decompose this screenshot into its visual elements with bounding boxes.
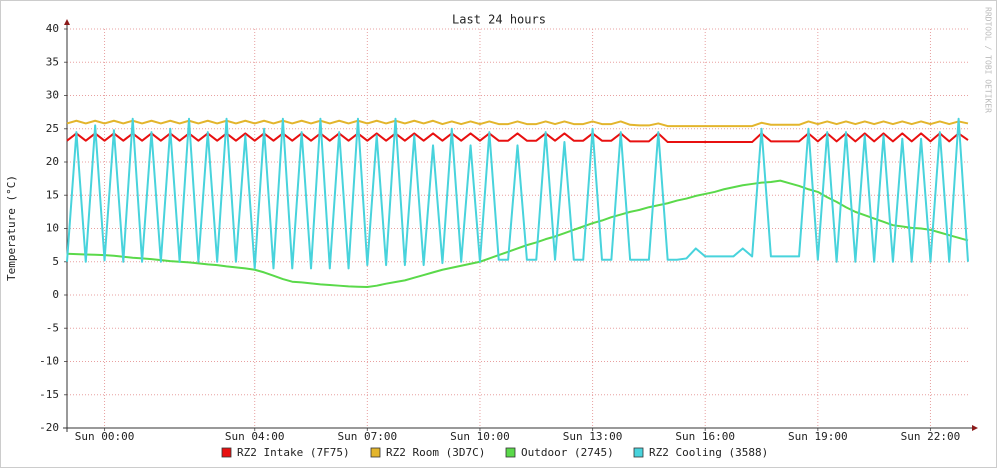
x-tick-label: Sun 16:00 bbox=[675, 430, 735, 443]
chart-title: Last 24 hours bbox=[452, 13, 546, 27]
y-tick-label: 20 bbox=[46, 155, 59, 168]
series-line bbox=[66, 119, 969, 128]
x-tick-label: Sun 19:00 bbox=[788, 430, 848, 443]
legend-swatch bbox=[221, 447, 232, 458]
y-tick-label: 15 bbox=[46, 188, 59, 201]
y-tick-label: 25 bbox=[46, 122, 59, 135]
x-tick-label: Sun 07:00 bbox=[338, 430, 398, 443]
y-tick-label: -20 bbox=[39, 421, 59, 434]
y-tick-label: 30 bbox=[46, 89, 59, 102]
series-line bbox=[66, 132, 969, 144]
legend-label: RZ2 Cooling (3588) bbox=[649, 446, 768, 459]
x-tick-label: Sun 00:00 bbox=[75, 430, 135, 443]
x-tick-label: Sun 04:00 bbox=[225, 430, 285, 443]
legend-label: Outdoor (2745) bbox=[521, 446, 614, 459]
x-tick-label: Sun 13:00 bbox=[563, 430, 623, 443]
legend-swatch bbox=[505, 447, 516, 458]
axis-arrow bbox=[64, 19, 70, 25]
y-tick-label: -10 bbox=[39, 355, 59, 368]
legend-label: RZ2 Intake (7F75) bbox=[237, 446, 350, 459]
series-line bbox=[66, 117, 969, 270]
series-line bbox=[66, 179, 969, 289]
watermark: RRDTOOL / TOBI OETIKER bbox=[984, 7, 993, 113]
y-tick-label: -15 bbox=[39, 388, 59, 401]
legend-swatch bbox=[370, 447, 381, 458]
y-tick-label: 35 bbox=[46, 55, 59, 68]
y-tick-label: 40 bbox=[46, 22, 59, 35]
y-axis-label: Temperature (°C) bbox=[5, 175, 18, 281]
y-tick-label: 10 bbox=[46, 222, 59, 235]
x-tick-label: Sun 10:00 bbox=[450, 430, 510, 443]
y-tick-label: 0 bbox=[52, 288, 59, 301]
y-tick-label: -5 bbox=[46, 321, 59, 334]
x-tick-label: Sun 22:00 bbox=[901, 430, 961, 443]
legend-label: RZ2 Room (3D7C) bbox=[386, 446, 485, 459]
legend-swatch bbox=[633, 447, 644, 458]
axis-arrow bbox=[972, 425, 978, 431]
y-tick-label: 5 bbox=[52, 255, 59, 268]
